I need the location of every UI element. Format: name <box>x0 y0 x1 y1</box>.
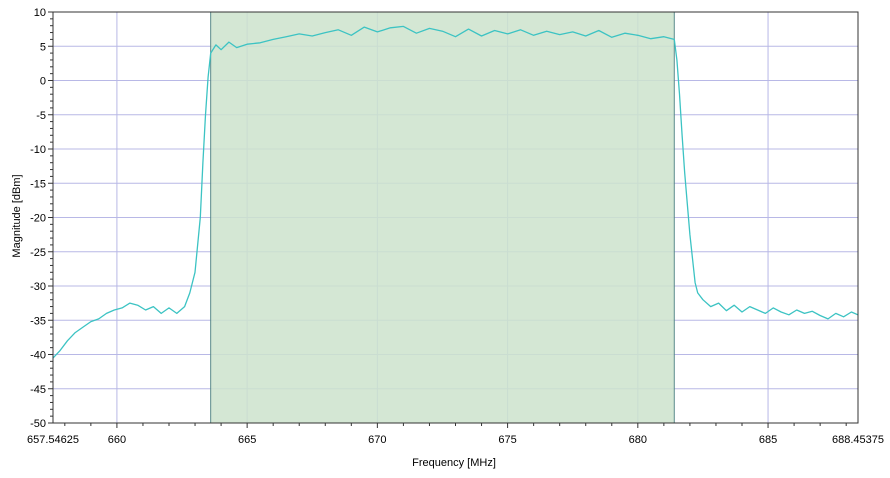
y-tick-label: -20 <box>30 213 46 225</box>
x-tick-label: 657.54625 <box>27 434 79 446</box>
series-layer <box>52 25 859 359</box>
y-tick-label: 10 <box>34 7 46 19</box>
axes <box>48 11 859 428</box>
highlight-band-layer <box>210 12 675 423</box>
y-tick-label: -45 <box>30 384 46 396</box>
y-tick-label: -50 <box>30 418 46 430</box>
y-tick-label: 5 <box>40 41 46 53</box>
y-axis-title: Magnitude [dBm] <box>11 174 23 257</box>
y-tick-label: -15 <box>30 178 46 190</box>
y-tick-label: -10 <box>30 144 46 156</box>
x-tick-label: 675 <box>498 434 516 446</box>
x-tick-label: 670 <box>368 434 386 446</box>
x-tick-label: 665 <box>238 434 256 446</box>
x-tick-label: 680 <box>629 434 647 446</box>
y-tick-label: -25 <box>30 247 46 259</box>
y-tick-label: -5 <box>36 110 46 122</box>
x-tick-label: 688.45375 <box>832 434 884 446</box>
x-axis-title: Frequency [MHz] <box>412 457 496 469</box>
series-line-0 <box>52 25 859 359</box>
x-tick-label: 660 <box>108 434 126 446</box>
y-tick-label: -30 <box>30 281 46 293</box>
y-tick-label: 0 <box>40 76 46 88</box>
highlight-band <box>210 12 675 423</box>
y-tick-label: -35 <box>30 315 46 327</box>
tick-labels: 657.54625 660 665 670 675 680 685 688.45375 10 5 0… <box>27 7 884 446</box>
x-tick-label: 685 <box>759 434 777 446</box>
y-tick-label: -40 <box>30 350 46 362</box>
